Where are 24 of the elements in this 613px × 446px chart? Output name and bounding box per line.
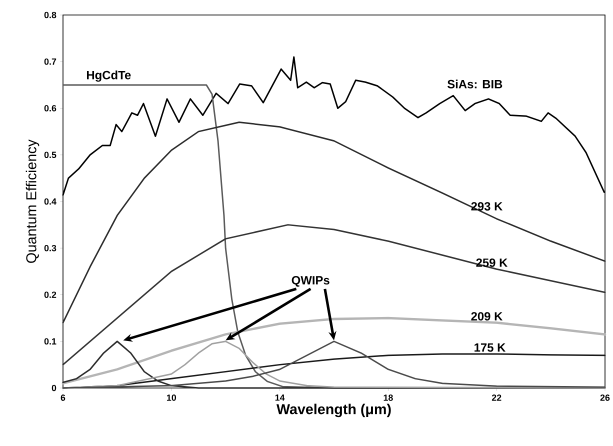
x-axis-title: Wavelength (μm) <box>276 404 391 418</box>
x-tick-label: 26 <box>600 394 610 401</box>
x-tick-label: 10 <box>166 394 176 401</box>
series-label: 293 K <box>471 202 503 211</box>
series-label: HgCdTe <box>86 70 131 82</box>
y-tick-label: 0.2 <box>44 292 56 298</box>
y-tick-label: 0 <box>52 384 56 392</box>
y-tick-label: 0.3 <box>44 244 56 252</box>
y-tick-label: 0.1 <box>44 338 56 345</box>
x-tick-label: 18 <box>384 394 393 401</box>
series-label: SiAs: BIB <box>447 80 502 88</box>
x-tick-label: 14 <box>275 394 285 401</box>
series-label: 209 K <box>471 312 503 321</box>
annotation: QWIPs <box>292 276 330 287</box>
x-tick-label: 6 <box>60 394 66 401</box>
y-tick-label: 0.7 <box>44 58 56 65</box>
y-tick-label: 0.4 <box>44 198 56 205</box>
y-axis-title: Quantum Efficiency <box>26 139 40 263</box>
series-label: 259 K <box>476 258 508 267</box>
y-tick-label: 0.8 <box>44 12 56 18</box>
y-tick-label: 0.6 <box>44 105 56 112</box>
x-tick-label: 22 <box>492 394 502 401</box>
y-tick-label: 0.5 <box>44 152 56 158</box>
series-label: 175 K <box>474 343 506 352</box>
